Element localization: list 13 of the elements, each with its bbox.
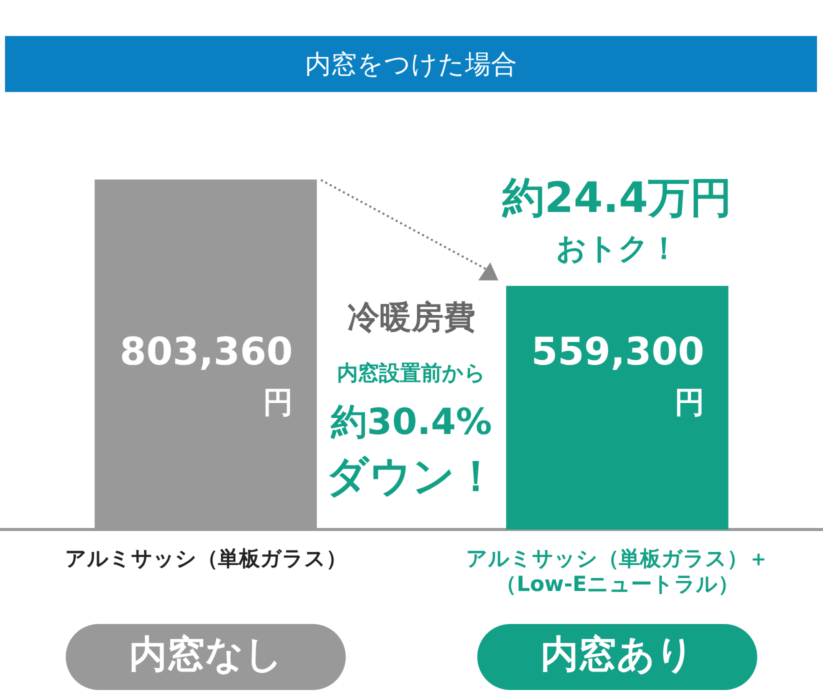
data-label: 559,300 円 xyxy=(531,329,704,420)
chart-title: 内窓をつけた場合 xyxy=(5,36,817,92)
x-tick-label: アルミサッシ（単板ガラス）＋（Low-Eニュートラル） xyxy=(466,546,769,596)
annotation: 冷暖房費 xyxy=(348,298,476,336)
data-label: 803,360 円 xyxy=(120,329,293,420)
annotation: ダウン！ xyxy=(326,451,497,500)
text: 内窓なし xyxy=(128,632,283,676)
x-tick-label: アルミサッシ（単板ガラス） xyxy=(64,546,347,571)
annotation: 内窓設置前から xyxy=(337,361,486,385)
annotation: 約24.4万円 xyxy=(501,172,732,222)
annotation: おトク！ xyxy=(556,232,679,267)
annotation: 約30.4% xyxy=(330,402,492,443)
text: 内窓あり xyxy=(540,632,694,676)
